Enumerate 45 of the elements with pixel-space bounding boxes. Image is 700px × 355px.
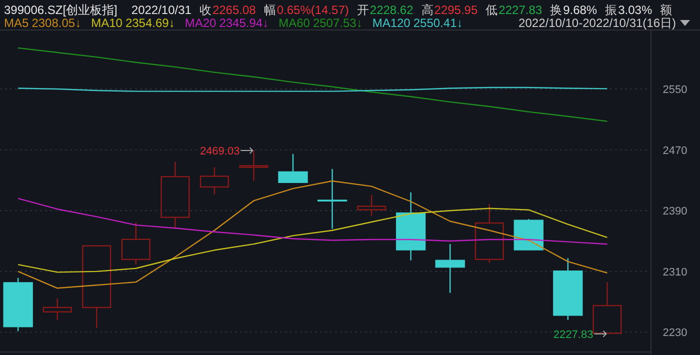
- chart-title: 399006.SZ[创业板指]: [4, 3, 118, 17]
- text: 2354.69↓: [125, 16, 175, 30]
- candlestick: [239, 150, 268, 182]
- text: 振: [605, 3, 618, 17]
- y-tick-label: 2230: [662, 327, 688, 340]
- text: 收: [199, 3, 212, 17]
- text: 2228.62: [370, 3, 414, 17]
- text: MA60: [278, 16, 310, 30]
- line-series: [17, 47, 608, 122]
- y-tick-label: 2470: [662, 144, 688, 157]
- text: 2022/10/10-2022/10/31(16日): [518, 16, 676, 30]
- y-tick-label: 2550: [662, 84, 688, 96]
- line-series: [17, 180, 608, 289]
- candlestick: [317, 168, 348, 230]
- text: 2022/10/31: [131, 3, 192, 17]
- text: 2295.95: [434, 3, 478, 17]
- text: 高: [421, 3, 434, 17]
- candlestick: [42, 298, 72, 321]
- y-tick-label: 2390: [662, 206, 688, 218]
- annotation: 2227.83: [553, 328, 594, 341]
- line-series: [17, 198, 608, 245]
- candlestick: [435, 243, 465, 294]
- text: 2227.83: [498, 3, 542, 17]
- text: 0.65%(14.57): [276, 3, 349, 17]
- text: 2265.08: [212, 3, 256, 17]
- y-tick-label: 2310: [662, 266, 688, 278]
- text: 3.03%: [618, 3, 652, 17]
- text: MA10: [91, 16, 123, 30]
- text: 2507.53↓: [312, 16, 362, 30]
- candlestick: [396, 192, 426, 262]
- line-series: [17, 208, 608, 273]
- candlestick: [160, 161, 190, 229]
- text: 开: [356, 3, 369, 17]
- text: MA20: [184, 16, 216, 30]
- text: MA5: [4, 16, 29, 30]
- text: 9.68%: [563, 3, 598, 17]
- text: 2550.41↓: [413, 16, 463, 30]
- text: 低: [486, 3, 498, 17]
- text: 幅: [264, 3, 276, 17]
- text: 额: [660, 3, 672, 17]
- text: 2308.05↓: [32, 16, 82, 30]
- text: 换: [550, 3, 562, 17]
- text: 2345.94↓: [219, 16, 269, 30]
- text: MA120: [372, 16, 411, 30]
- annotation: 2469.03: [200, 146, 240, 158]
